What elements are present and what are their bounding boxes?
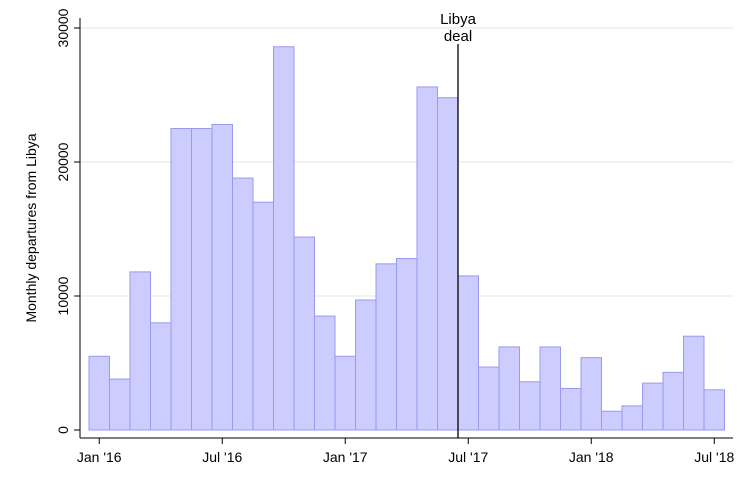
bar-2016-09 (252, 201, 274, 431)
annotation-text-line: deal (444, 28, 472, 45)
annotation-text-line: Libya (440, 11, 477, 28)
axes (74, 18, 733, 444)
bar-2017-09 (498, 346, 520, 431)
bar-2018-05 (662, 371, 684, 431)
bar-2018-07 (703, 389, 725, 431)
bar-2016-03 (129, 271, 151, 431)
x-tick-label: Jan '18 (569, 449, 614, 465)
bar-2017-01 (334, 355, 356, 431)
y-tick-label: 30000 (55, 8, 71, 47)
bar-2018-03 (621, 405, 643, 431)
x-tick-label: Jul '18 (694, 449, 734, 465)
x-tick-label: Jan '16 (77, 449, 122, 465)
labels: 0 10000 20000 30000 Jan '16 Jul '16 Jan '17 Jul… (55, 8, 734, 465)
bar-2016-01 (88, 355, 110, 431)
bar-2017-06 (437, 97, 459, 431)
bar-2016-02 (109, 378, 131, 431)
bar-2017-12 (560, 387, 582, 431)
bars (88, 46, 725, 431)
bar-2017-07 (457, 275, 479, 431)
y-tick-label: 10000 (55, 276, 71, 315)
bar-2017-10 (519, 381, 541, 431)
bar-2016-12 (314, 315, 336, 431)
bar-2018-04 (642, 382, 664, 431)
bar-2016-08 (232, 177, 254, 431)
bar-2018-02 (601, 410, 623, 431)
bar-2016-11 (293, 236, 315, 431)
bar-2016-06 (191, 128, 213, 431)
y-tick-label: 20000 (55, 142, 71, 181)
x-tick-label: Jul '17 (448, 449, 488, 465)
bar-2017-02 (355, 299, 377, 431)
x-tick-label: Jul '16 (202, 449, 242, 465)
bar-2017-04 (396, 257, 418, 431)
bar-2017-11 (539, 346, 561, 431)
y-axis-title: Monthly departures from Libya (23, 133, 39, 322)
y-tick-label: 0 (55, 426, 71, 434)
x-tick-label: Jan '17 (323, 449, 368, 465)
bar-2016-05 (170, 128, 192, 431)
bar-2016-04 (150, 322, 172, 431)
bar-2016-10 (273, 46, 295, 431)
bar-2018-06 (683, 335, 705, 431)
bar-2016-07 (211, 123, 233, 431)
bar-2017-08 (478, 366, 500, 431)
bar-2017-03 (375, 263, 397, 431)
bar-2017-05 (416, 86, 438, 431)
bar-2018-01 (580, 357, 602, 431)
